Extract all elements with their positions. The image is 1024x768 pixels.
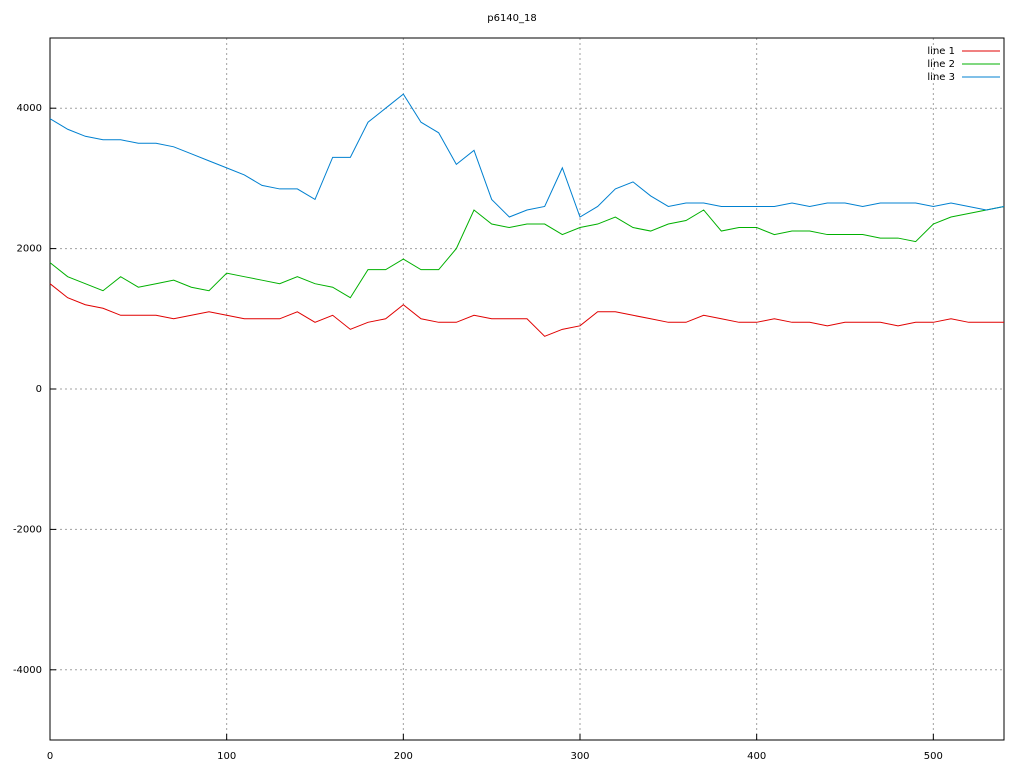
y-tick-label: 0	[36, 384, 42, 395]
chart-title: p6140_18	[487, 13, 537, 24]
x-tick-label: 0	[47, 751, 53, 762]
plot-border	[49, 37, 1005, 741]
x-tick-label: 400	[747, 751, 766, 762]
y-tick-label: 2000	[17, 244, 42, 255]
x-tick-label: 300	[570, 751, 589, 762]
x-tick-label: 100	[217, 751, 236, 762]
y-tick-label: -4000	[13, 665, 42, 676]
series-line	[49, 93, 1005, 218]
legend-label: line 1	[927, 46, 955, 57]
x-tick-label: 500	[924, 751, 943, 762]
series-line	[49, 283, 1004, 337]
x-tick-label: 200	[394, 751, 413, 762]
series-line	[49, 205, 1005, 299]
legend-label: line 3	[927, 72, 955, 83]
y-tick-label: -2000	[13, 524, 42, 535]
legend-label: line 2	[927, 59, 955, 70]
y-tick-label: 4000	[17, 103, 42, 114]
